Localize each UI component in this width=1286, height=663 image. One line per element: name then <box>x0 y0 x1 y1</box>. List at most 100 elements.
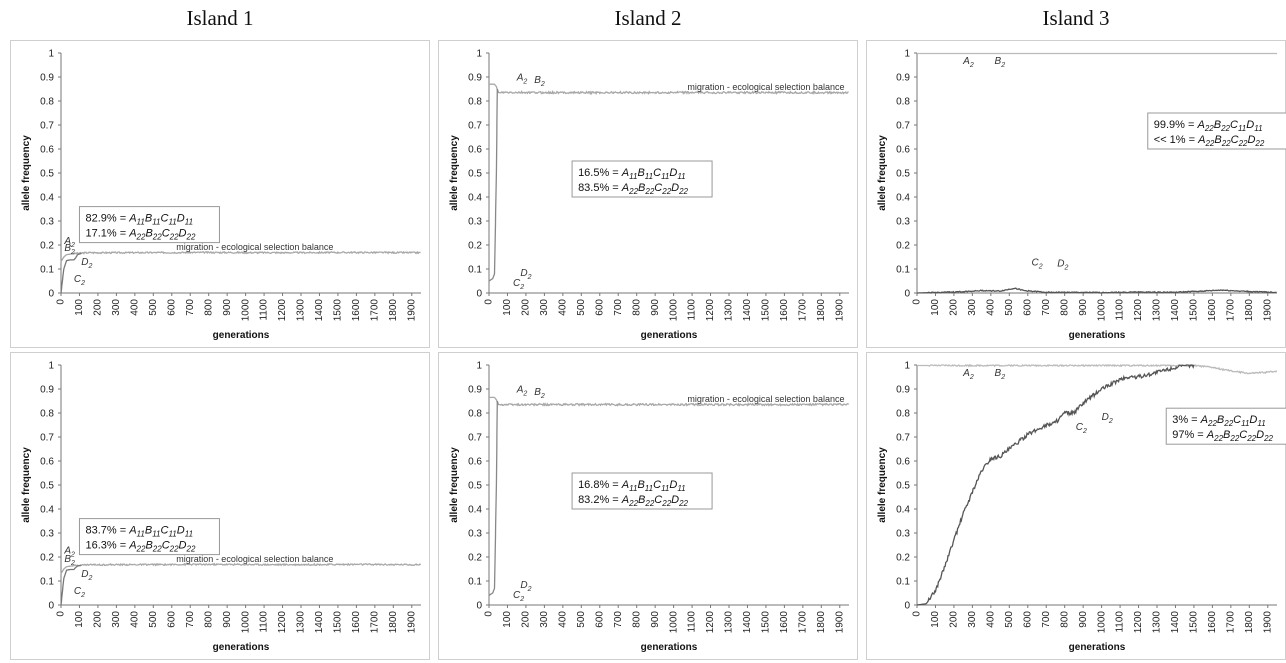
y-tick-label: 0 <box>48 601 54 612</box>
y-axis-label: allele frequency <box>877 447 888 523</box>
x-tick-label: 1700 <box>1225 299 1236 322</box>
x-tick-label: 100 <box>930 611 941 628</box>
x-tick-label: 1500 <box>761 611 772 634</box>
annotation-label: A2 <box>516 385 528 398</box>
x-tick-label: 400 <box>557 299 568 316</box>
y-tick-label: 0.8 <box>468 97 482 108</box>
column-title-island-1: Island 1 <box>186 6 254 30</box>
series-line-a2-b2 <box>917 363 1278 375</box>
chart-island-2-bottom: 0 0.1 0.2 0.3 0.4 0.5 0.6 0.7 0.8 0.9 1 0 100 200 300 4… <box>438 352 858 660</box>
x-tick-label: 700 <box>1041 299 1052 316</box>
x-tick-label: 1800 <box>1244 611 1255 634</box>
y-tick-label: 0.9 <box>896 385 910 396</box>
x-tick-label: 1000 <box>668 299 679 322</box>
x-tick-label: 800 <box>631 611 642 628</box>
x-tick-label: 300 <box>539 611 550 628</box>
x-tick-label: 800 <box>203 611 214 628</box>
x-tick-label: 1100 <box>259 299 270 321</box>
x-tick-label: 1600 <box>1207 611 1218 634</box>
y-axis-label: allele frequency <box>449 447 460 523</box>
genotype-info-line: << 1% = A22​B22​C22​D22​ <box>1154 134 1265 148</box>
x-tick-label: 800 <box>1059 611 1070 628</box>
x-tick-label: 1100 <box>687 611 698 633</box>
x-tick-label: 600 <box>166 611 177 628</box>
genotype-info-line: 83.7% = A11​B11​C11​D11​ <box>85 525 193 539</box>
y-tick-label: 0 <box>904 601 910 612</box>
column-title-island-2: Island 2 <box>614 6 682 30</box>
x-tick-label: 300 <box>111 299 122 316</box>
x-tick-label: 1000 <box>1096 611 1107 634</box>
x-tick-label: 600 <box>594 299 605 316</box>
y-tick-label: 0.7 <box>40 121 54 132</box>
x-tick-label: 1200 <box>705 299 716 322</box>
x-tick-label: 1900 <box>834 299 845 322</box>
x-tick-label: 200 <box>949 299 960 316</box>
series-line-c2-d2 <box>916 364 1195 606</box>
annotation-label: B2 <box>995 56 1006 69</box>
chart-island-3-top: 0 0.1 0.2 0.3 0.4 0.5 0.6 0.7 0.8 0.9 1 0 100 200 300 4… <box>866 40 1286 348</box>
x-tick-label: 1400 <box>742 299 753 322</box>
y-tick-label: 0.2 <box>40 241 54 252</box>
x-tick-label: 400 <box>129 611 140 628</box>
y-tick-label: 0.3 <box>468 529 482 540</box>
y-tick-label: 0.3 <box>896 217 910 228</box>
y-tick-label: 0.1 <box>468 577 482 588</box>
x-tick-label: 700 <box>1041 611 1052 628</box>
annotation-label: migration - ecological selection balance <box>687 82 844 92</box>
x-tick-label: 1700 <box>369 299 380 322</box>
annotation-label: migration - ecological selection balance <box>176 242 333 252</box>
x-tick-label: 1000 <box>240 611 251 634</box>
x-tick-label: 1600 <box>779 299 790 322</box>
x-tick-label: 500 <box>148 299 159 316</box>
y-tick-label: 0.6 <box>896 457 910 468</box>
genotype-info-box <box>571 160 713 198</box>
x-tick-label: 1400 <box>1170 611 1181 634</box>
y-axis-label: allele frequency <box>21 135 32 211</box>
y-tick-label: 0.2 <box>40 553 54 564</box>
x-tick-label: 0 <box>912 611 923 617</box>
annotation-label: B2 <box>534 387 545 400</box>
x-tick-label: 1300 <box>296 611 307 634</box>
y-tick-label: 0.5 <box>468 169 482 180</box>
x-tick-label: 1500 <box>1189 299 1200 322</box>
y-tick-label: 0.9 <box>468 385 482 396</box>
x-tick-label: 1900 <box>834 611 845 634</box>
x-axis-label: generations <box>641 642 698 653</box>
y-tick-label: 1 <box>904 361 910 372</box>
x-tick-label: 0 <box>912 299 923 305</box>
y-tick-label: 0.4 <box>468 505 482 516</box>
x-tick-label: 1200 <box>1133 299 1144 322</box>
y-tick-label: 0.1 <box>896 577 910 588</box>
x-tick-label: 1800 <box>1244 299 1255 322</box>
chart-svg: 0 0.1 0.2 0.3 0.4 0.5 0.6 0.7 0.8 0.9 1 0 100 200 300 4… <box>449 361 850 653</box>
genotype-info-line: 83.5% = A22​B22​C22​D22​ <box>578 182 688 196</box>
x-tick-label: 1200 <box>705 611 716 634</box>
series-line-a2-b2 <box>60 562 422 575</box>
annotation-label: D2 <box>520 268 531 281</box>
y-tick-label: 0.3 <box>40 529 54 540</box>
x-tick-label: 1300 <box>1152 299 1163 322</box>
y-tick-label: 0.7 <box>896 433 910 444</box>
y-tick-label: 0.5 <box>40 169 54 180</box>
y-tick-label: 0.5 <box>468 481 482 492</box>
x-tick-label: 500 <box>576 299 587 316</box>
x-tick-label: 1200 <box>277 611 288 634</box>
y-tick-label: 0.1 <box>40 577 54 588</box>
x-tick-label: 700 <box>613 611 624 628</box>
x-tick-label: 1900 <box>1262 611 1273 634</box>
annotation-label: A2 <box>63 236 75 249</box>
x-tick-label: 100 <box>502 299 513 316</box>
x-tick-label: 600 <box>1022 611 1033 628</box>
x-tick-label: 0 <box>484 611 495 617</box>
y-tick-label: 1 <box>476 49 482 60</box>
genotype-info-line: 16.3% = A22​B22​C22​D22​ <box>85 540 195 554</box>
x-axis-label: generations <box>1069 330 1126 341</box>
x-tick-label: 1500 <box>333 611 344 634</box>
x-tick-label: 1300 <box>1152 611 1163 634</box>
x-tick-label: 800 <box>203 299 214 316</box>
y-tick-label: 0.3 <box>40 217 54 228</box>
y-tick-label: 0.6 <box>896 145 910 156</box>
x-tick-label: 100 <box>930 299 941 316</box>
y-tick-label: 0.7 <box>896 121 910 132</box>
x-tick-label: 1700 <box>369 611 380 634</box>
